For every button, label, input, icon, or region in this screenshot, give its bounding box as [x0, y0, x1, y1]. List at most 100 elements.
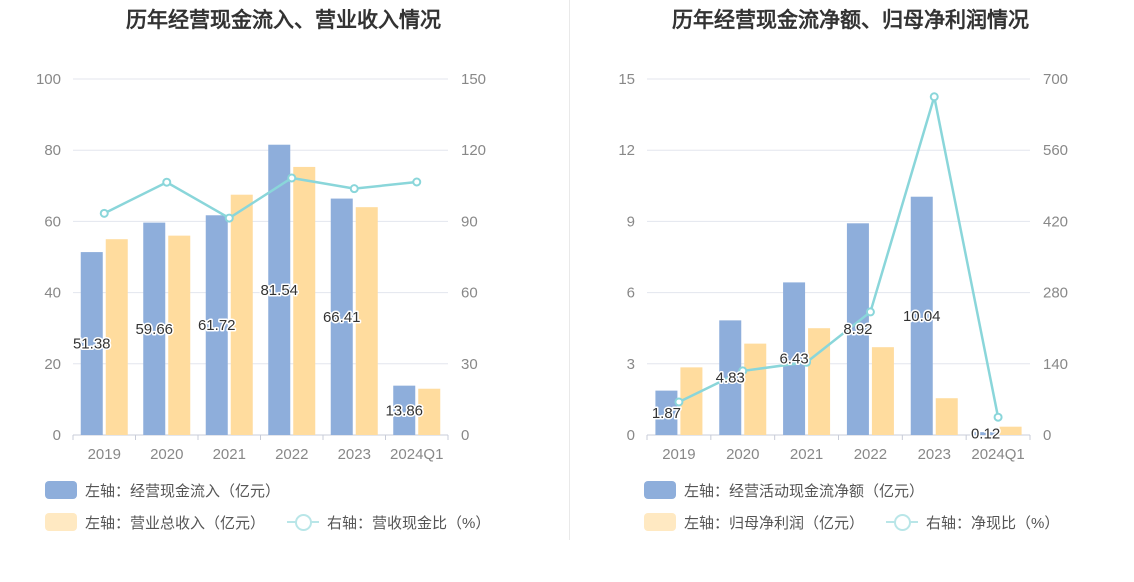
right-axis-tick-label: 60 — [461, 285, 478, 302]
line-point — [865, 307, 875, 317]
legend-swatch — [886, 513, 919, 531]
x-axis-tick-label: 2022 — [854, 446, 887, 463]
legend-row-2: 左轴：归母净利润（亿元） 右轴：净现比（%） — [644, 511, 1081, 533]
bar — [871, 347, 894, 435]
data-label: 10.04 — [903, 308, 941, 325]
x-axis-tick-label: 2021 — [213, 446, 246, 463]
bar — [655, 390, 678, 435]
line-point — [674, 397, 684, 407]
data-label: 1.87 — [652, 405, 681, 422]
left-axis-tick-label: 40 — [44, 285, 61, 302]
right-axis-tick-label: 280 — [1043, 285, 1068, 302]
bar — [80, 252, 103, 435]
data-label: 0.12 — [971, 426, 1000, 443]
chart-panel-cash-inflow-revenue: 历年经营现金流入、营业收入情况 0 20 40 60 80 100 0 30 60 90 120 15… — [36, 9, 512, 533]
bar — [168, 235, 191, 435]
right-axis-tick-label: 700 — [1043, 71, 1068, 88]
x-axis-tick-label: 2021 — [790, 446, 823, 463]
legend-item-net-cash-ratio[interactable]: 右轴：净现比（%） — [886, 512, 1059, 533]
legend-item-revenue[interactable]: 左轴：营业总收入（亿元） — [45, 512, 265, 533]
x-axis-tick-label: 2020 — [150, 446, 183, 463]
legend-row-2: 左轴：营业总收入（亿元） 右轴：营收现金比（%） — [45, 511, 512, 533]
legend-swatch — [45, 513, 77, 531]
data-label: 51.38 — [73, 336, 111, 353]
bar — [808, 328, 831, 435]
chart-plot-area: 0 3 6 9 12 15 0 140 280 420 560 700 2019 2020 2021 2022… — [618, 71, 1068, 463]
legend-label: 左轴：归母净利润（亿元） — [684, 514, 865, 532]
x-axis-tick-label: 2019 — [88, 446, 121, 463]
bar — [268, 144, 291, 436]
left-axis-tick-label: 0 — [627, 427, 635, 444]
chart-title: 历年经营现金流净额、归母净利润情况 — [672, 9, 1029, 32]
data-label: 4.83 — [716, 370, 745, 387]
bar — [418, 388, 441, 435]
right-axis-tick-label: 560 — [1043, 142, 1068, 159]
legend-item-net-operating-cash[interactable]: 左轴：经营活动现金流净额（亿元） — [644, 480, 924, 501]
legend-item-cash-revenue-ratio[interactable]: 右轴：营收现金比（%） — [287, 512, 490, 533]
right-axis-tick-label: 420 — [1043, 213, 1068, 230]
data-label: 6.43 — [779, 351, 808, 368]
bar — [330, 198, 353, 435]
series-line — [678, 96, 1000, 418]
data-label: 81.54 — [260, 282, 298, 299]
legend-swatch — [287, 513, 320, 531]
panel-divider — [569, 0, 570, 540]
legend-item-cash-inflow[interactable]: 左轴：经营现金流入（亿元） — [45, 480, 280, 501]
x-axis-tick-label: 2022 — [275, 446, 308, 463]
right-axis-tick-label: 140 — [1043, 356, 1068, 373]
bar — [935, 398, 958, 435]
bar — [355, 207, 378, 435]
left-axis-tick-label: 0 — [53, 427, 61, 444]
bar — [143, 222, 166, 435]
x-axis-tick-label: 2024Q1 — [390, 446, 443, 463]
legend-swatch — [644, 513, 676, 531]
data-label: 61.72 — [198, 317, 236, 334]
bar — [910, 196, 933, 435]
chart-panel-net-cash-profit: 历年经营现金流净额、归母净利润情况 0 3 6 9 12 15 0 140 280 420 560 7… — [567, 0, 1134, 582]
bar — [680, 367, 703, 435]
bar — [393, 385, 416, 435]
legend-swatch — [644, 481, 676, 499]
line-point — [287, 173, 297, 183]
bar — [974, 432, 997, 435]
right-axis-tick-label: 0 — [1043, 427, 1051, 444]
line-point — [162, 177, 172, 187]
bar — [205, 215, 228, 435]
right-axis-tick-label: 90 — [461, 213, 478, 230]
right-axis-tick-label: 30 — [461, 356, 478, 373]
data-label: 13.86 — [385, 402, 423, 419]
bar — [783, 282, 806, 435]
chart-plot-area: 0 20 40 60 80 100 0 30 60 90 120 150 2019 2020 2021 202… — [36, 71, 486, 463]
left-axis-tick-label: 15 — [618, 71, 635, 88]
data-label: 59.66 — [135, 321, 173, 338]
legend-row-1: 左轴：经营活动现金流净额（亿元） — [644, 479, 946, 501]
legend-label: 左轴：经营现金流入（亿元） — [85, 482, 281, 500]
legend-item-net-profit[interactable]: 左轴：归母净利润（亿元） — [644, 512, 864, 533]
legend-swatch — [45, 481, 77, 499]
x-axis-tick-label: 2024Q1 — [971, 446, 1024, 463]
left-axis-tick-label: 80 — [44, 142, 61, 159]
legend-label: 左轴：营业总收入（亿元） — [85, 514, 266, 532]
bar — [846, 223, 869, 435]
bar — [105, 239, 128, 435]
legend-label: 左轴：经营活动现金流净额（亿元） — [684, 482, 925, 500]
x-axis-tick-label: 2019 — [662, 446, 695, 463]
line-point — [993, 412, 1003, 422]
line-point — [412, 177, 422, 187]
right-axis-tick-label: 120 — [461, 142, 486, 159]
bar — [230, 194, 253, 435]
x-axis-tick-label: 2020 — [726, 446, 759, 463]
bar — [744, 343, 767, 435]
bar — [293, 166, 316, 435]
left-axis-tick-label: 9 — [627, 213, 635, 230]
left-axis-tick-label: 100 — [36, 71, 61, 88]
chart-title: 历年经营现金流入、营业收入情况 — [126, 9, 441, 32]
line-point — [738, 366, 748, 376]
left-axis-tick-label: 6 — [627, 285, 635, 302]
left-axis-tick-label: 12 — [618, 142, 635, 159]
line-point — [224, 213, 234, 223]
line-point — [802, 357, 812, 367]
right-axis-tick-label: 0 — [461, 427, 469, 444]
legend-label: 右轴：营收现金比（%） — [327, 514, 491, 532]
legend-row-1: 左轴：经营现金流入（亿元） — [45, 479, 302, 501]
